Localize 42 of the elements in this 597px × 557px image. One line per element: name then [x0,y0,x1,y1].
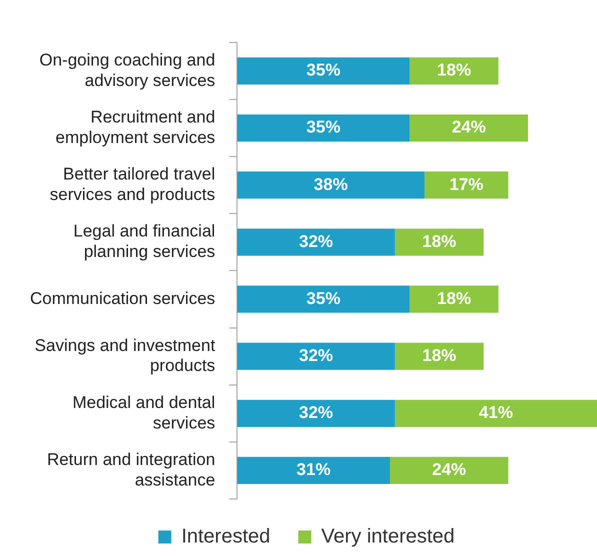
y-tick-label: Legal and financial planning services [73,222,216,262]
data-label: 24% [432,460,466,480]
bar [237,286,410,313]
legend-label: Very interested [321,526,455,548]
bar [237,228,395,256]
y-tick-label: Savings and investment products [34,336,216,376]
bar [390,456,508,484]
data-label: 32% [299,403,334,422]
bar [394,228,484,256]
legend-label: Interested [181,526,270,548]
data-label: 31% [296,460,331,480]
data-label: 32% [299,232,334,251]
data-label: 35% [306,288,340,308]
bar [237,456,390,484]
data-label: 35% [306,118,340,137]
data-label: 17% [449,174,484,194]
bar [237,57,410,84]
bar [410,286,498,313]
y-tick-label: Better tailored travel services and products [50,164,216,204]
y-tick-label: Return and integration assistance [46,450,216,490]
y-tick-label: Medical and dental services [72,392,216,432]
data-label: 35% [306,60,340,80]
data-label: 18% [422,346,456,365]
bar [410,57,498,84]
data-label: 18% [437,288,472,308]
bar [237,114,410,142]
bar [394,342,484,370]
data-label: 18% [422,232,456,251]
data-label: 41% [478,403,513,422]
y-tick-label: Recruitment and employment services [56,108,216,147]
y-tick-label: Communication services [30,288,216,308]
bar [237,342,395,370]
data-label: 32% [299,346,334,365]
data-label: 18% [437,60,472,80]
bar [237,400,395,427]
data-label: 38% [314,174,348,194]
bar [237,172,424,199]
y-tick-label: On-going coaching and advisory services [39,50,216,90]
data-label: 24% [452,118,486,137]
bar [394,400,597,427]
bar [410,114,528,142]
bar [424,172,508,199]
